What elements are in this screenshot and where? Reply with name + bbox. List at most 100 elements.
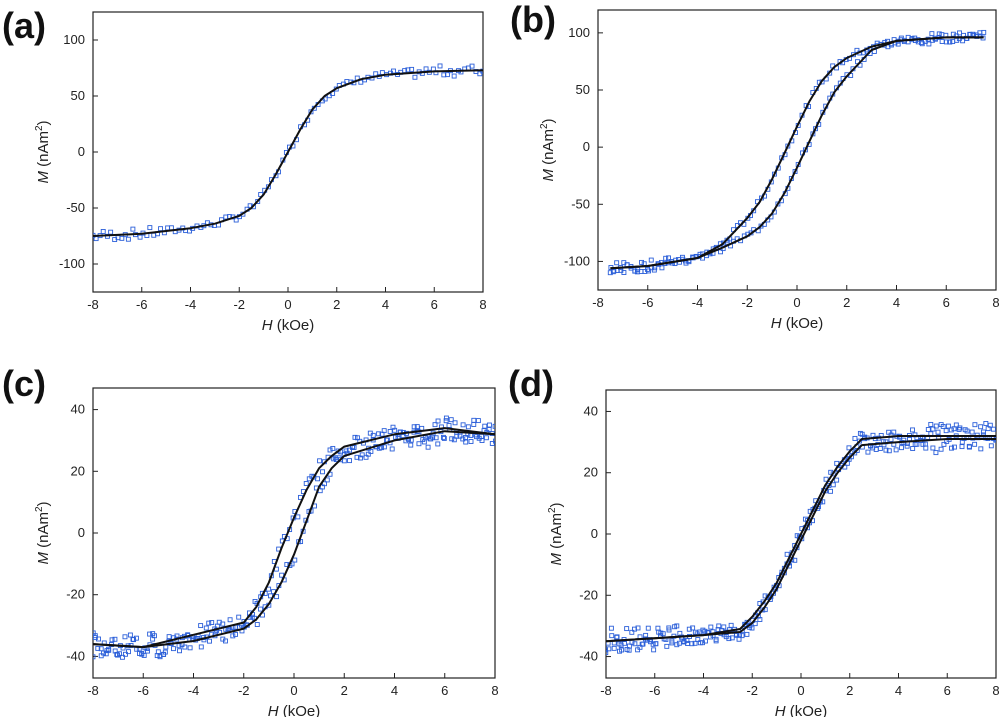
- data-point: [486, 427, 492, 432]
- data-point: [322, 481, 327, 487]
- y-tick-label: -50: [66, 200, 85, 215]
- y-tick-label: 20: [71, 463, 85, 478]
- data-point: [606, 647, 609, 653]
- data-point: [236, 614, 242, 620]
- data-point: [697, 629, 703, 635]
- data-point: [392, 427, 398, 433]
- data-point: [422, 435, 428, 441]
- data-point: [987, 422, 993, 428]
- x-tick-label: 6: [944, 683, 951, 698]
- y-tick-label: -40: [66, 648, 85, 663]
- data-point: [775, 201, 781, 207]
- data-point: [655, 625, 661, 631]
- x-tick-label: 0: [793, 295, 800, 310]
- data-point: [852, 450, 858, 456]
- data-point: [465, 424, 471, 430]
- data-point: [317, 458, 323, 464]
- data-point: [716, 623, 722, 629]
- series-line-1: [93, 69, 483, 237]
- data-point: [474, 434, 479, 440]
- panel-label-b: (b): [510, 0, 556, 40]
- data-point: [125, 236, 131, 242]
- x-tick-label: 2: [846, 683, 853, 698]
- data-point: [666, 625, 672, 631]
- y-tick-label: -50: [571, 196, 590, 211]
- data-point: [666, 255, 671, 261]
- data-point: [635, 625, 641, 631]
- data-point: [370, 432, 376, 438]
- data-point: [784, 551, 790, 557]
- x-tick-label: 6: [943, 295, 950, 310]
- data-point: [443, 415, 449, 421]
- y-tick-label: 100: [568, 25, 590, 40]
- data-point: [945, 423, 951, 429]
- data-point: [891, 429, 897, 435]
- x-tick-label: -2: [746, 683, 758, 698]
- data-point: [147, 225, 153, 231]
- x-tick-label: 2: [333, 297, 340, 312]
- y-tick-label: -20: [66, 587, 85, 602]
- data-point: [475, 418, 481, 424]
- x-axis-title: H (kOe): [268, 703, 321, 717]
- data-point: [729, 635, 735, 641]
- x-tick-label: -2: [238, 683, 250, 698]
- data-point: [964, 428, 970, 434]
- x-tick-label: 8: [992, 295, 999, 310]
- x-tick-label: -6: [137, 683, 149, 698]
- data-point: [632, 626, 637, 632]
- data-point: [953, 422, 959, 428]
- data-point: [624, 626, 630, 632]
- y-tick-label: 50: [71, 88, 85, 103]
- data-point: [441, 435, 447, 441]
- data-point: [187, 645, 193, 651]
- data-point: [492, 423, 495, 429]
- data-point: [460, 422, 466, 428]
- data-point: [435, 441, 441, 447]
- data-point: [468, 432, 474, 438]
- data-point: [432, 422, 438, 428]
- data-point: [611, 645, 617, 651]
- data-point: [663, 255, 669, 261]
- series-line-1: [93, 427, 495, 649]
- data-point: [354, 454, 360, 460]
- data-point: [198, 623, 204, 629]
- data-point: [734, 632, 739, 638]
- data-point: [463, 439, 469, 445]
- data-point: [981, 29, 987, 35]
- data-point: [112, 636, 118, 642]
- x-tick-label: 2: [843, 295, 850, 310]
- data-point: [904, 443, 910, 449]
- data-point: [978, 424, 984, 430]
- data-point: [983, 420, 989, 426]
- data-point: [351, 444, 357, 450]
- data-point: [757, 617, 763, 622]
- data-point: [486, 422, 492, 428]
- data-point: [606, 650, 609, 656]
- data-point: [926, 41, 932, 47]
- data-point: [930, 445, 936, 451]
- data-point: [166, 634, 172, 640]
- x-tick-label: 4: [382, 297, 389, 312]
- data-point: [956, 426, 962, 432]
- y-tick-label: -100: [564, 253, 590, 268]
- x-tick-label: -4: [692, 295, 704, 310]
- data-point: [689, 641, 695, 647]
- data-point: [100, 229, 106, 234]
- data-point: [883, 447, 889, 453]
- data-point: [347, 447, 352, 453]
- data-point: [368, 448, 374, 454]
- data-point: [127, 632, 133, 638]
- data-point: [93, 633, 98, 639]
- data-point: [471, 417, 477, 423]
- data-point: [198, 644, 204, 650]
- data-point: [306, 476, 312, 482]
- data-point: [950, 39, 956, 45]
- data-point: [703, 638, 708, 644]
- data-point: [230, 633, 236, 639]
- data-point: [440, 434, 446, 440]
- data-point: [93, 654, 96, 660]
- data-point: [163, 644, 169, 650]
- data-point: [957, 425, 963, 431]
- data-point: [651, 267, 657, 273]
- data-point: [126, 649, 131, 655]
